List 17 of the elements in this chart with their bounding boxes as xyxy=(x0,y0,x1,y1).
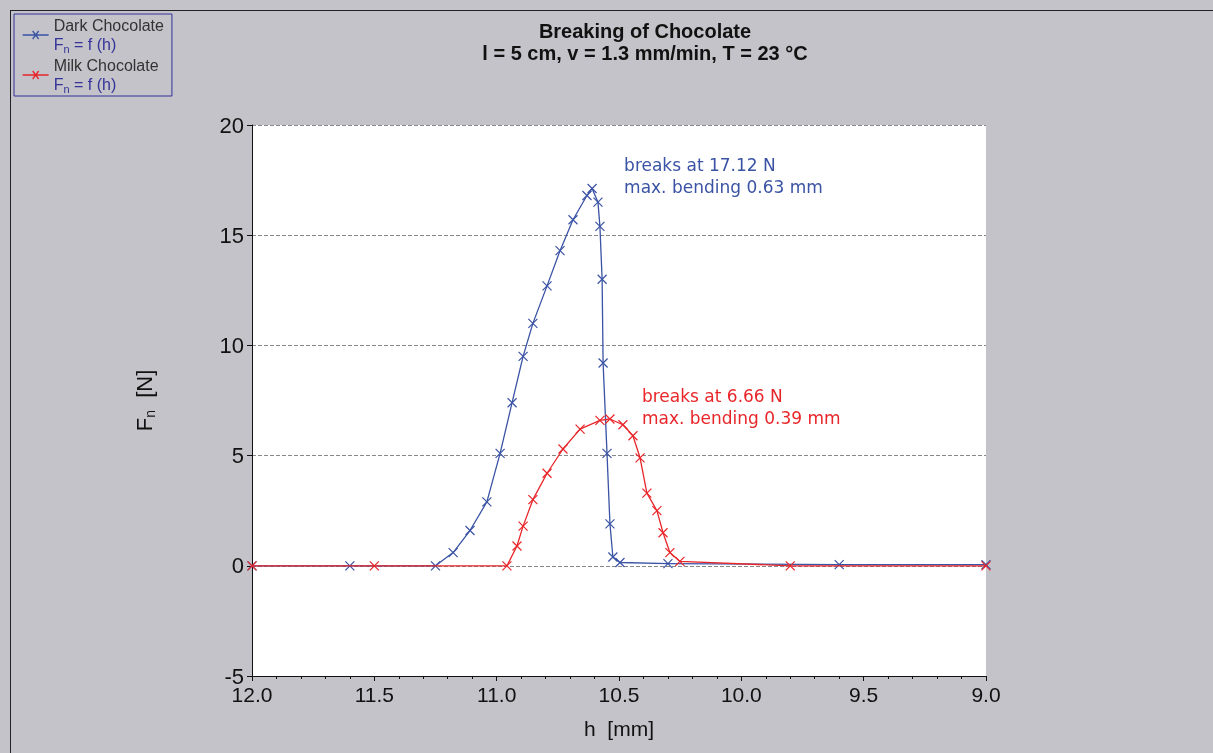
x-tick-label: 11.5 xyxy=(354,683,394,706)
y-tick-label: 20 xyxy=(219,112,244,138)
x-tick-label: 10.0 xyxy=(720,683,762,706)
y-tick-label: 10 xyxy=(219,332,244,358)
annotation: breaks at 6.66 N max. bending 0.39 mm xyxy=(641,386,841,429)
y-tick-label: 5 xyxy=(231,443,244,469)
x-tick-label: 10.5 xyxy=(598,683,640,706)
chart-title: Breaking of Chocolate xyxy=(538,20,752,42)
y-tick-label: 15 xyxy=(219,222,244,248)
x-axis-title: h [mm] xyxy=(583,717,655,740)
x-tick-label: 9.5 xyxy=(849,683,879,706)
annotation: breaks at 17.12 N max. bending 0.63 mm xyxy=(624,155,823,198)
y-tick-label: 0 xyxy=(231,553,244,579)
y-axis-title: Fn [N] xyxy=(131,369,158,432)
x-tick-label: 11.0 xyxy=(477,683,517,706)
chart-subtitle: l = 5 cm, v = 1.3 mm/min, T = 23 °C xyxy=(482,42,808,64)
x-tick-label: 9.0 xyxy=(971,683,1001,706)
